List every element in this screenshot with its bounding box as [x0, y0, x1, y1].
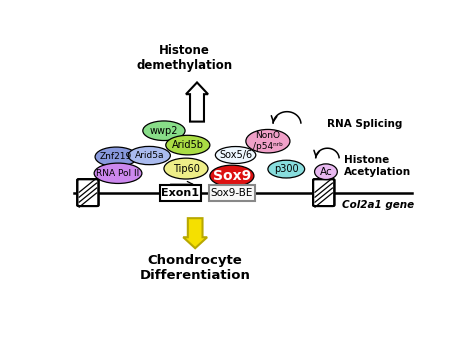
FancyBboxPatch shape: [209, 185, 255, 201]
FancyBboxPatch shape: [77, 179, 99, 206]
FancyBboxPatch shape: [313, 179, 334, 206]
Ellipse shape: [164, 158, 208, 179]
FancyArrow shape: [186, 82, 208, 122]
Text: Histone
demethylation: Histone demethylation: [136, 44, 232, 72]
Text: Arid5b: Arid5b: [172, 140, 204, 150]
Text: Histone
Acetylation: Histone Acetylation: [344, 155, 411, 177]
Ellipse shape: [210, 165, 254, 186]
Text: Exon1: Exon1: [162, 187, 200, 198]
Text: NonO
/p54ⁿʳᵇ: NonO /p54ⁿʳᵇ: [253, 132, 283, 151]
Text: Tip60: Tip60: [173, 164, 200, 174]
Ellipse shape: [166, 135, 210, 155]
Text: Znf219: Znf219: [100, 152, 132, 161]
Ellipse shape: [268, 160, 305, 178]
Ellipse shape: [143, 121, 185, 141]
Ellipse shape: [246, 129, 290, 153]
Ellipse shape: [315, 164, 337, 180]
FancyBboxPatch shape: [160, 185, 201, 201]
Text: Col2a1 gene: Col2a1 gene: [342, 200, 414, 210]
Ellipse shape: [94, 163, 142, 183]
FancyArrow shape: [183, 218, 207, 248]
Text: RNA Splicing: RNA Splicing: [328, 119, 403, 129]
Ellipse shape: [128, 146, 170, 165]
Text: Chondrocyte
Differentiation: Chondrocyte Differentiation: [140, 254, 251, 282]
Ellipse shape: [95, 147, 137, 167]
Text: Sox9-BE: Sox9-BE: [211, 187, 253, 198]
Text: wwp2: wwp2: [150, 126, 178, 136]
Text: Ac: Ac: [319, 167, 332, 177]
Ellipse shape: [215, 146, 256, 163]
Text: RNA Pol II: RNA Pol II: [96, 169, 140, 178]
Text: Sox5/6: Sox5/6: [219, 150, 252, 160]
Text: Arid5a: Arid5a: [135, 151, 164, 160]
Text: Sox9: Sox9: [213, 169, 251, 183]
Text: p300: p300: [274, 164, 299, 174]
